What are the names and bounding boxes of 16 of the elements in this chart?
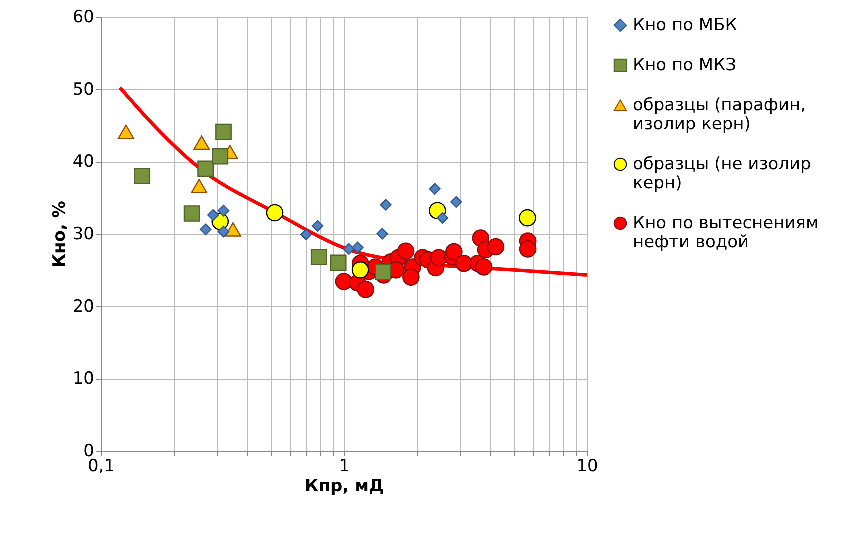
y-axis-title: Кно, % (50, 201, 70, 268)
legend-label: образцы (не изолир керн) (633, 154, 812, 194)
x-axis-title: Кпр, мД (304, 476, 384, 496)
x-tick-label: 1 (339, 456, 350, 476)
y-tick-label: 60 (72, 8, 94, 28)
y-tick-label: 20 (72, 296, 94, 317)
legend-label: Кно по МБК (633, 16, 738, 36)
legend-label: Кно по МКЗ (633, 56, 737, 76)
x-tick-label: 10 (576, 456, 598, 476)
y-tick-label: 30 (72, 224, 94, 244)
y-tick-label: 50 (72, 80, 94, 100)
x-tick-label: 0,1 (88, 456, 116, 476)
legend-label: Кно по вытеснениям нефти водой (633, 214, 819, 252)
legend-label: образцы (парафин, изолир керн) (633, 96, 806, 134)
y-tick-label: 10 (72, 369, 94, 390)
y-tick-label: 40 (72, 152, 94, 172)
